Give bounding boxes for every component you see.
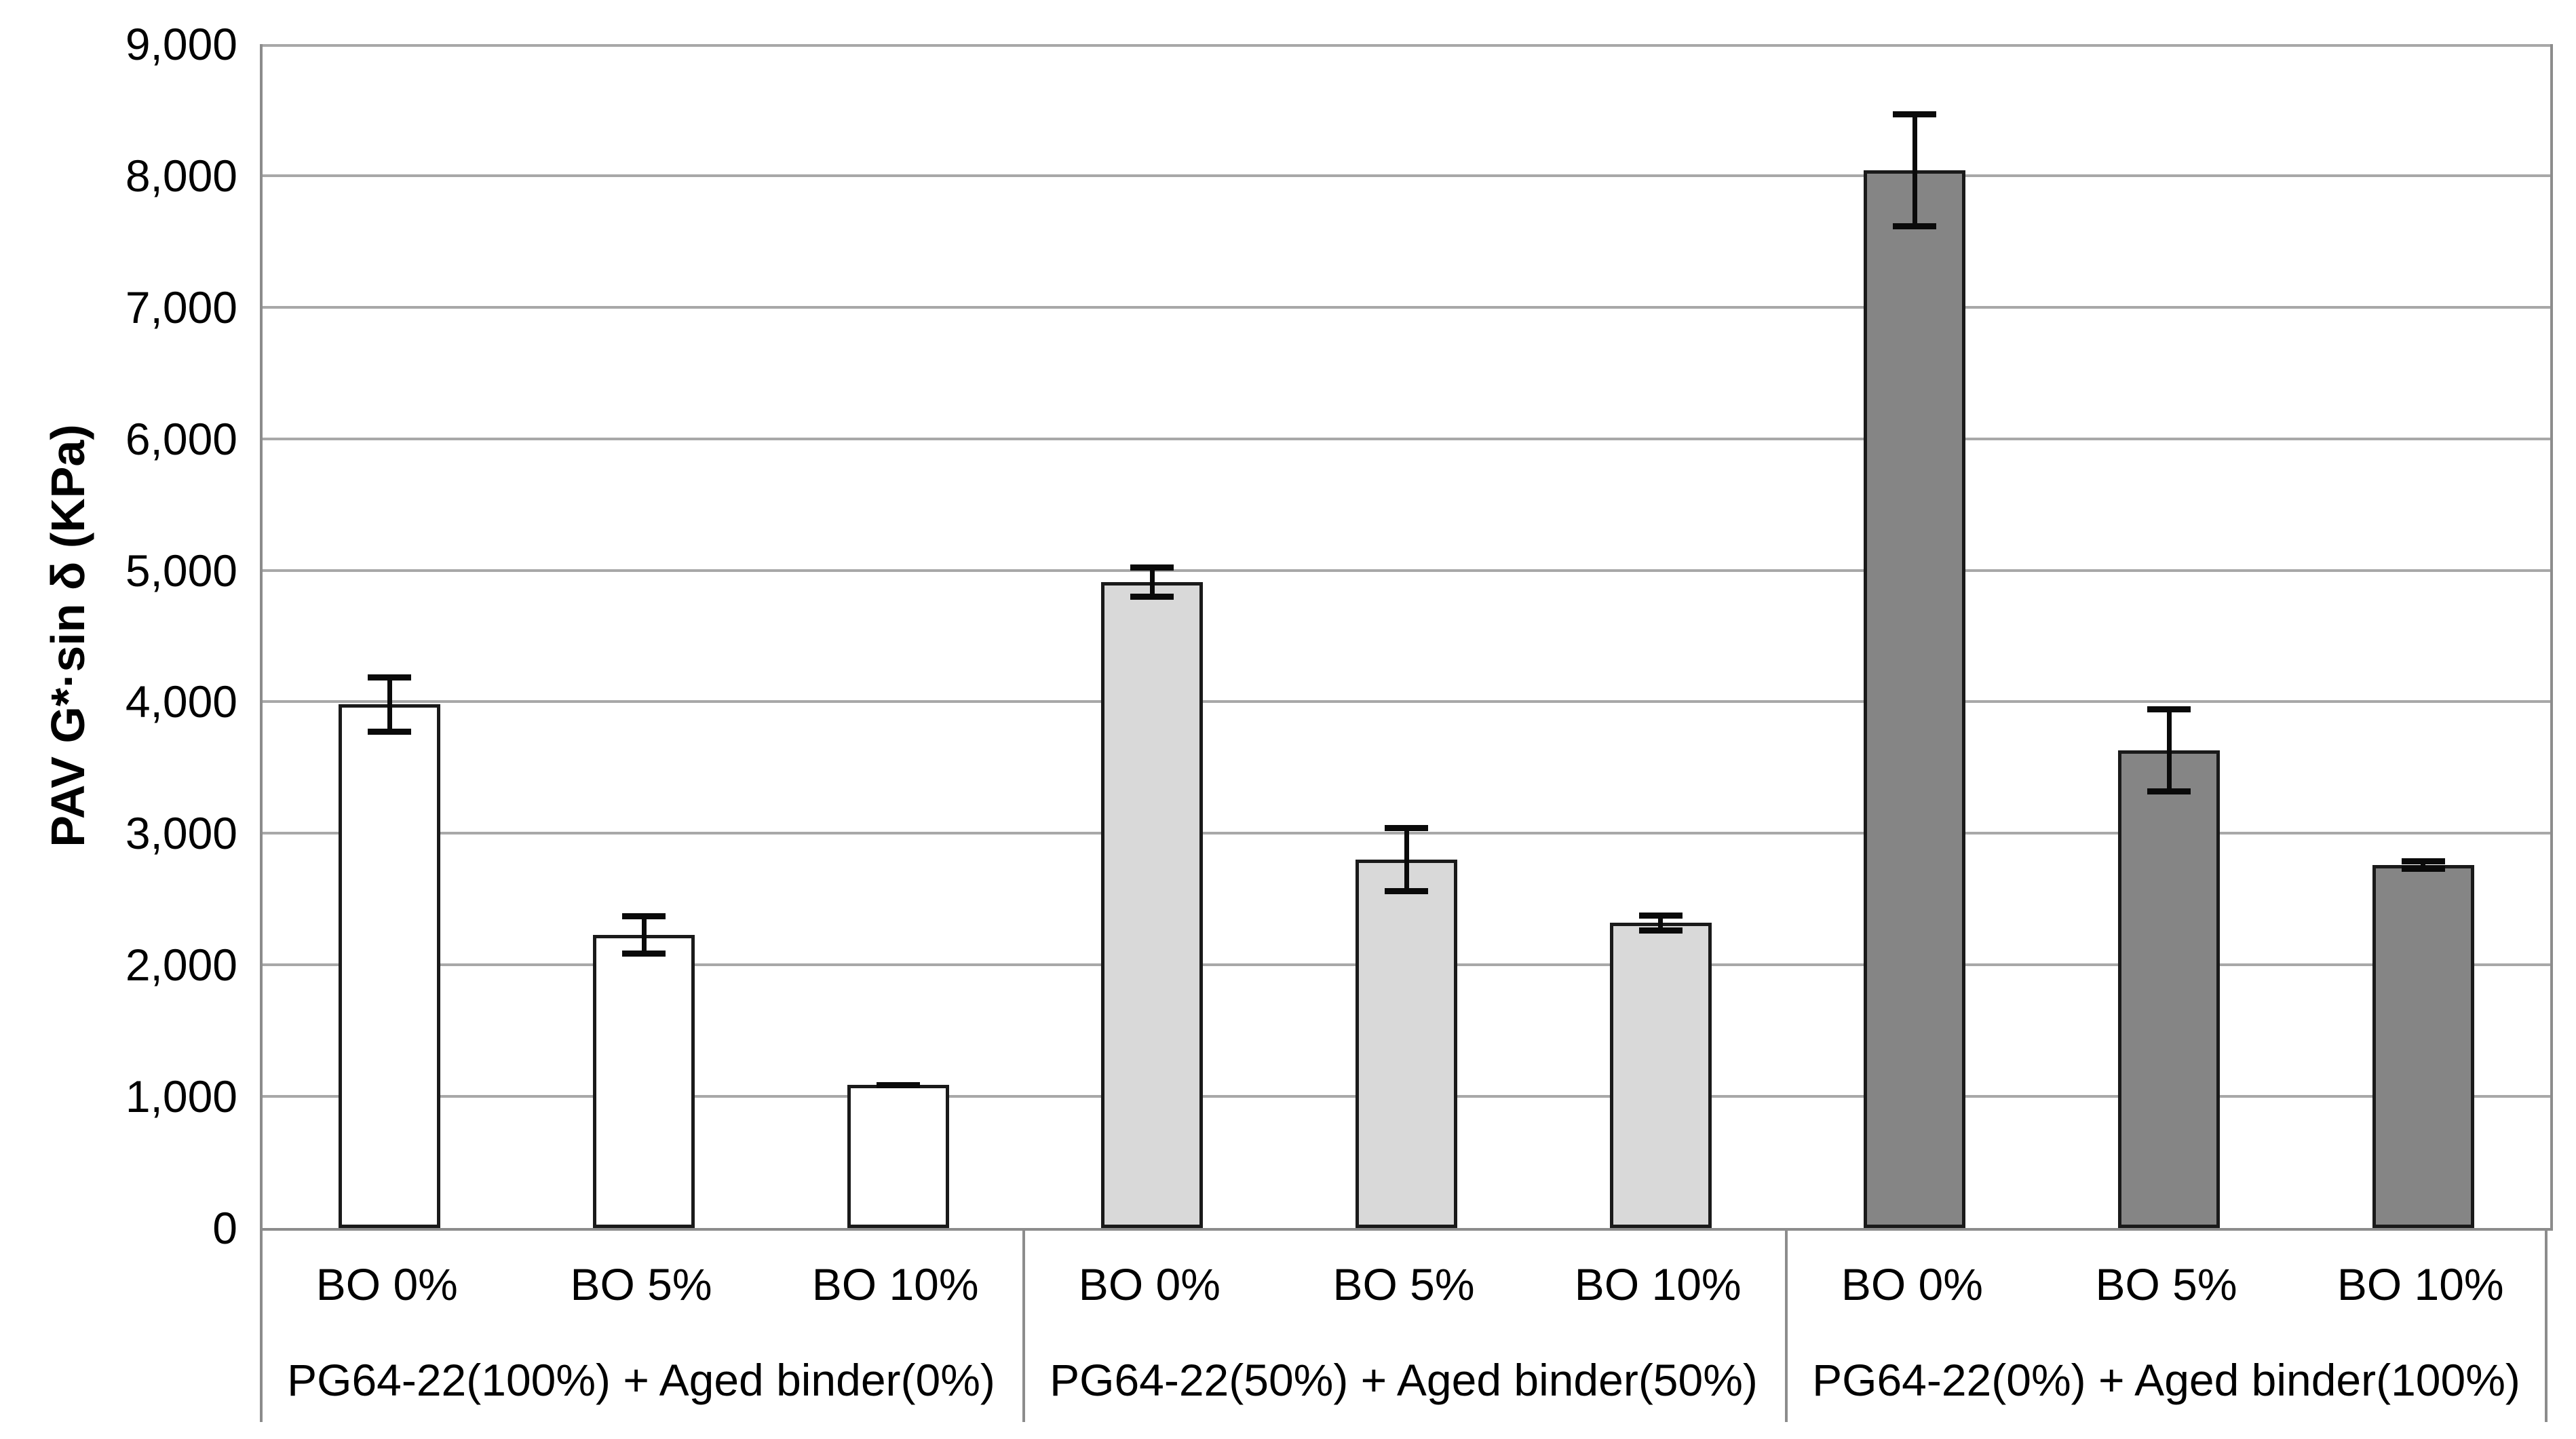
category-label-group3-bo-0-: BO 0% xyxy=(1841,1259,1983,1309)
error-cap-bottom xyxy=(2401,865,2445,872)
group-divider xyxy=(260,1231,263,1422)
error-bar-group3-bo-10- xyxy=(2401,858,2445,872)
category-label-group2-bo-0-: BO 0% xyxy=(1078,1259,1220,1309)
group-divider xyxy=(1785,1231,1788,1422)
bar-group2-bo-0- xyxy=(1101,582,1204,1228)
error-whisker xyxy=(2421,858,2426,872)
error-cap-bottom xyxy=(2147,788,2191,795)
y-tick-label: 0 xyxy=(212,1203,237,1253)
group-label-1: PG64-22(100%) + Aged binder(0%) xyxy=(287,1355,995,1405)
bar-group1-bo-10- xyxy=(847,1084,949,1228)
y-tick-label: 9,000 xyxy=(125,19,237,69)
bar-group3-bo-0- xyxy=(1864,170,1966,1228)
y-tick-label: 5,000 xyxy=(125,545,237,596)
error-whisker xyxy=(1149,564,1155,600)
bar-group2-bo-5- xyxy=(1356,860,1457,1228)
bar-group3-bo-5- xyxy=(2118,750,2220,1228)
error-whisker xyxy=(1912,111,1917,230)
error-cap-bottom xyxy=(368,728,412,735)
bar-group2-bo-10- xyxy=(1609,923,1712,1228)
group-divider xyxy=(2545,1231,2548,1422)
group-label-3: PG64-22(0%) + Aged binder(100%) xyxy=(1812,1355,2520,1405)
gridline xyxy=(263,305,2550,309)
group-label-2: PG64-22(50%) + Aged binder(50%) xyxy=(1050,1355,1758,1405)
y-tick-label: 6,000 xyxy=(125,413,237,464)
bar-group1-bo-5- xyxy=(593,934,695,1228)
x-axis: BO 0% BO 5% BO 10% BO 0% BO 5% BO 10% BO 0% BO … xyxy=(260,1231,2548,1422)
error-whisker xyxy=(1404,824,1409,895)
group-row: PG64-22(100%) + Aged binder(0%) PG64-22(5… xyxy=(260,1338,2548,1422)
error-cap-top xyxy=(368,674,412,680)
bar-group1-bo-0- xyxy=(339,704,441,1228)
error-cap-top xyxy=(2147,706,2191,713)
error-cap-top xyxy=(622,913,666,919)
gridline xyxy=(263,44,2550,47)
y-tick-label: 8,000 xyxy=(125,150,237,201)
error-cap-bottom xyxy=(1893,223,1937,230)
error-bar-group2-bo-0- xyxy=(1130,564,1174,600)
y-tick-label: 3,000 xyxy=(125,808,237,859)
error-cap-bottom xyxy=(876,1081,920,1088)
gridline xyxy=(263,700,2550,704)
y-axis-labels: 0 1,000 2,000 3,000 4,000 5,000 6,000 7,000 8,00… xyxy=(0,19,237,1253)
error-cap-bottom xyxy=(1130,594,1174,600)
error-bar-group1-bo-10- xyxy=(876,1081,920,1088)
y-tick-label: 1,000 xyxy=(125,1071,237,1122)
error-cap-bottom xyxy=(1385,888,1428,895)
category-label-group3-bo-10-: BO 10% xyxy=(2337,1259,2504,1309)
error-whisker xyxy=(2166,706,2172,795)
error-cap-top xyxy=(1893,111,1937,117)
error-whisker xyxy=(641,913,647,957)
category-label-group2-bo-10-: BO 10% xyxy=(1574,1259,1742,1309)
error-whisker xyxy=(387,674,392,735)
category-label-group1-bo-10-: BO 10% xyxy=(811,1259,979,1309)
error-whisker xyxy=(1658,912,1664,934)
error-cap-top xyxy=(1638,912,1683,919)
y-tick-label: 4,000 xyxy=(125,676,237,727)
error-cap-top xyxy=(2401,858,2445,865)
error-bar-group3-bo-5- xyxy=(2147,706,2191,795)
category-row: BO 0% BO 5% BO 10% BO 0% BO 5% BO 10% BO 0% BO … xyxy=(260,1231,2548,1338)
category-label-group1-bo-5-: BO 5% xyxy=(570,1259,712,1309)
gridline xyxy=(263,174,2550,177)
gridline xyxy=(263,437,2550,440)
error-bar-group2-bo-10- xyxy=(1638,912,1683,934)
gridline xyxy=(263,569,2550,572)
error-bar-group1-bo-0- xyxy=(368,674,412,735)
y-tick-label: 7,000 xyxy=(125,282,237,332)
plot-area xyxy=(260,44,2553,1231)
error-bar-group1-bo-5- xyxy=(622,913,666,957)
group-divider xyxy=(1022,1231,1025,1422)
y-tick-label: 2,000 xyxy=(125,940,237,991)
bar-group3-bo-10- xyxy=(2372,864,2474,1228)
category-label-group2-bo-5-: BO 5% xyxy=(1332,1259,1475,1309)
error-bar-group2-bo-5- xyxy=(1385,824,1428,895)
error-cap-bottom xyxy=(1638,927,1683,934)
error-cap-top xyxy=(1130,564,1174,571)
category-label-group3-bo-5-: BO 5% xyxy=(2095,1259,2237,1309)
category-label-group1-bo-0-: BO 0% xyxy=(315,1259,458,1309)
error-bar-group3-bo-0- xyxy=(1893,111,1937,230)
error-cap-top xyxy=(1385,824,1428,831)
error-cap-bottom xyxy=(622,950,666,957)
